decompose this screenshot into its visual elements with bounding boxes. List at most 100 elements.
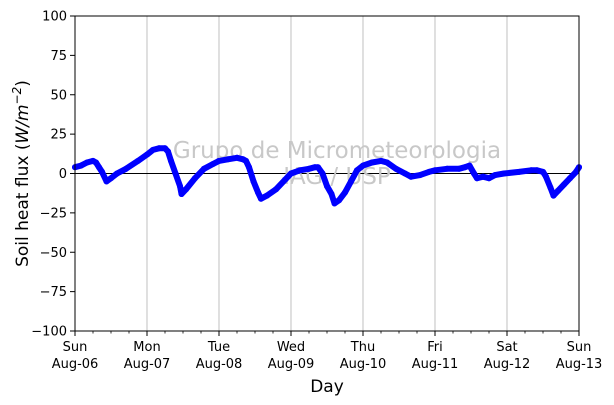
y-axis-ticks: 100 75 50 25 0 −25 −50 −75 −100 [31, 10, 75, 340]
data-point [516, 168, 522, 175]
x-tick-label-date: Aug-11 [412, 357, 459, 372]
y-axis-title-exp: −2 [10, 87, 24, 105]
data-point [384, 159, 390, 166]
data-point [547, 184, 554, 191]
data-point [540, 168, 546, 175]
data-point [225, 156, 231, 163]
data-point [402, 170, 408, 177]
data-point [255, 189, 261, 196]
data-point [168, 157, 174, 164]
data-point [165, 148, 171, 155]
y-tick-label: −100 [31, 325, 67, 340]
data-point [408, 173, 414, 180]
data-point [234, 154, 240, 161]
data-point [328, 191, 335, 197]
data-point [282, 176, 288, 183]
data-point [528, 167, 534, 174]
x-tick-label-day: Sat [496, 340, 517, 355]
data-point [480, 173, 486, 180]
y-tick-label: −50 [40, 246, 67, 261]
x-tick-label-day: Fri [427, 340, 443, 355]
data-point [492, 172, 498, 179]
data-point [342, 189, 348, 196]
x-tick-label: Thu Aug-10 [340, 340, 387, 372]
x-tick-label-date: Aug-06 [52, 357, 99, 372]
data-point [264, 192, 270, 199]
data-point [177, 183, 183, 190]
data-point [243, 157, 249, 164]
data-point [573, 168, 579, 175]
y-tick-label: −25 [40, 206, 67, 221]
data-point [543, 173, 549, 180]
x-axis-title: Day [310, 377, 344, 397]
data-point [501, 170, 507, 177]
data-point [315, 164, 321, 171]
data-point [534, 167, 540, 174]
data-point [555, 187, 561, 194]
x-tick-label-date: Aug-07 [124, 357, 171, 372]
data-point [297, 167, 303, 174]
data-point [210, 161, 216, 167]
data-point [550, 192, 557, 199]
y-tick-label: 25 [50, 128, 67, 143]
x-tick-label-day: Sun [567, 340, 592, 355]
data-point [432, 167, 438, 174]
data-point [417, 172, 423, 179]
data-point [99, 168, 105, 175]
data-point [201, 165, 207, 172]
data-point [183, 186, 189, 193]
data-point [192, 175, 198, 182]
data-point [474, 175, 480, 182]
x-tick-label-day: Sun [63, 340, 88, 355]
series-layer [72, 145, 582, 207]
data-point [306, 165, 312, 172]
data-point [561, 181, 567, 188]
y-axis-title-var: W/m [13, 104, 33, 143]
data-point [462, 164, 468, 171]
y-tick-label: 0 [59, 167, 67, 182]
data-point [360, 162, 366, 169]
data-point [471, 170, 477, 177]
x-tick-label: Sun Aug-06 [52, 340, 99, 372]
data-point [444, 165, 450, 172]
x-tick-label-day: Tue [207, 340, 230, 355]
x-axis-ticks: Sun Aug-06 Mon Aug-07 Tue Aug-08 Wed Aug-09 Thu A… [52, 331, 603, 372]
y-axis-title-post: ) [13, 80, 33, 87]
x-tick-label: Fri Aug-11 [412, 340, 459, 372]
data-point [354, 167, 360, 174]
data-point [426, 168, 432, 175]
data-point [456, 165, 462, 172]
data-point [123, 165, 129, 172]
y-axis-title: Soil heat flux (W/m−2) [10, 80, 33, 267]
x-tick-label-day: Wed [277, 340, 305, 355]
data-point [348, 178, 354, 185]
data-point [319, 170, 326, 177]
x-tick-label-date: Aug-10 [340, 357, 387, 372]
data-point [258, 195, 264, 202]
data-point [135, 157, 141, 164]
y-tick-label: 50 [50, 88, 67, 103]
data-point [108, 175, 114, 182]
data-point [466, 162, 473, 169]
x-tick-label-date: Aug-08 [196, 357, 243, 372]
y-axis-title-pre: Soil heat flux ( [13, 144, 33, 267]
data-point [78, 162, 84, 169]
data-point [324, 183, 330, 190]
data-point [273, 186, 279, 193]
x-tick-label: Sat Aug-12 [484, 340, 531, 372]
data-point [486, 175, 492, 182]
x-tick-label: Tue Aug-08 [196, 340, 243, 372]
data-point [378, 157, 384, 164]
data-point [369, 159, 375, 166]
data-point [84, 159, 90, 166]
data-point [172, 170, 179, 177]
x-tick-label: Mon Aug-07 [124, 340, 171, 372]
data-point [567, 175, 573, 182]
data-point [246, 164, 252, 171]
data-point [93, 159, 99, 166]
y-tick-label: −75 [40, 285, 67, 300]
x-tick-label: Sun Aug-13 [556, 340, 603, 372]
y-tick-label: 100 [42, 10, 67, 25]
